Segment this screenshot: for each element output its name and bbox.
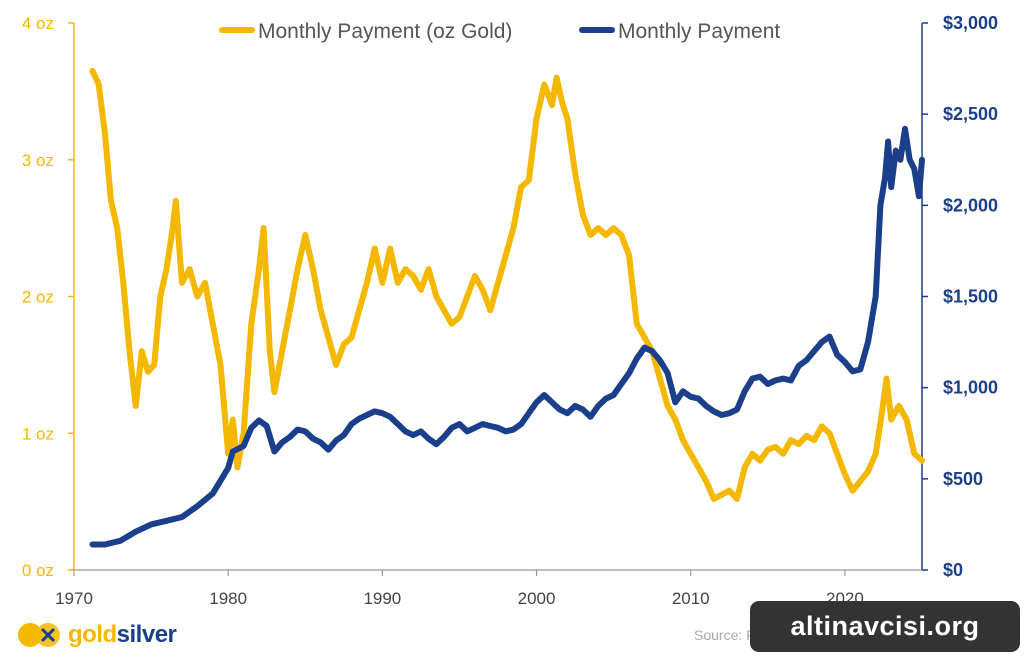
left-tick-label: 1 oz: [22, 424, 54, 443]
coin-icon: [18, 623, 60, 647]
right-tick-label: $2,500: [943, 104, 998, 124]
logo-word-silver: silver: [116, 621, 177, 648]
legend-label: Monthly Payment (oz Gold): [258, 20, 512, 43]
right-tick-label: $2,000: [943, 195, 998, 215]
goldsilver-logo: goldsilver: [16, 620, 177, 650]
right-tick-label: $1,500: [943, 287, 998, 307]
left-tick-label: 3 oz: [22, 151, 54, 170]
chart-legend: Monthly Payment (oz Gold) Monthly Payment: [219, 20, 780, 43]
right-tick-label: $3,000: [943, 13, 998, 33]
right-tick-label: $0: [943, 560, 963, 580]
series-line-usd: [89, 125, 925, 548]
logo-word-gold: gold: [68, 621, 117, 648]
legend-label: Monthly Payment: [618, 20, 780, 43]
watermark-badge: altinavcisi.org: [750, 601, 1020, 652]
chart-axes: [73, 23, 923, 571]
source-text: Source: F: [694, 627, 755, 643]
left-tick-label: 4 oz: [22, 14, 54, 33]
left-tick-label: 0 oz: [22, 561, 54, 580]
right-tick-label: $500: [943, 469, 983, 489]
series-line-oz-gold: [89, 67, 925, 502]
x-tick-label: 1990: [363, 589, 401, 608]
x-tick-label: 2010: [672, 589, 710, 608]
x-tick-label: 1970: [55, 589, 93, 608]
chart-lines: [89, 67, 925, 548]
right-tick-label: $1,000: [943, 378, 998, 398]
x-tick-label: 2000: [518, 589, 556, 608]
x-tick-label: 1980: [209, 589, 247, 608]
left-tick-label: 2 oz: [22, 288, 54, 307]
